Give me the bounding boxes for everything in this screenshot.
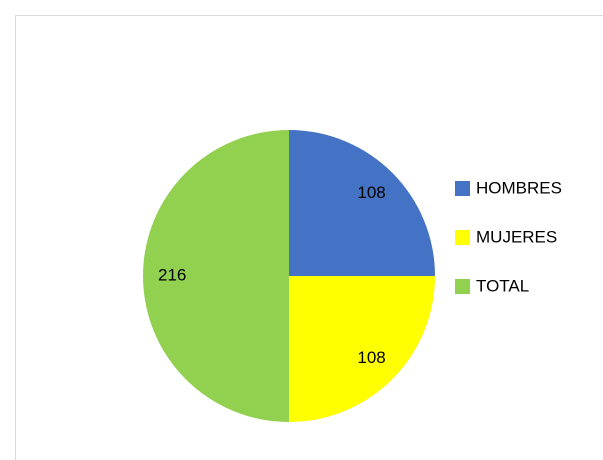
- legend-swatch: [455, 230, 470, 245]
- pie-slice: [289, 130, 435, 276]
- legend-swatch: [455, 279, 470, 294]
- data-label: 108: [357, 348, 385, 367]
- legend-label: MUJERES: [476, 227, 557, 246]
- legend-label: HOMBRES: [476, 178, 562, 197]
- legend-label: TOTAL: [476, 276, 529, 295]
- data-label: 108: [357, 183, 385, 202]
- pie-slice: [289, 276, 435, 422]
- data-label: 216: [158, 265, 186, 284]
- pie-slice: [143, 130, 289, 422]
- legend-swatch: [455, 181, 470, 196]
